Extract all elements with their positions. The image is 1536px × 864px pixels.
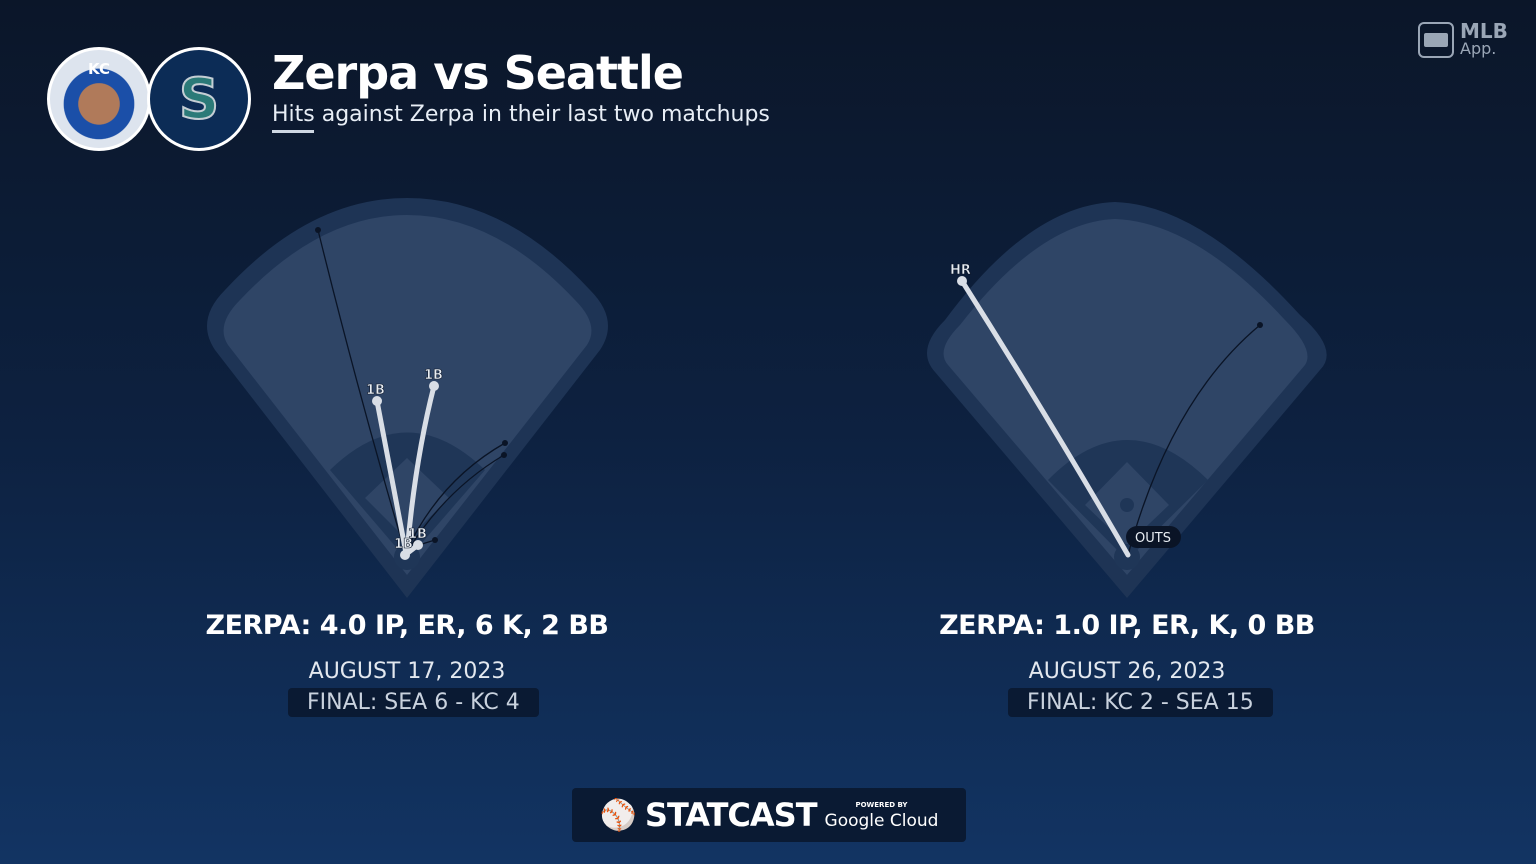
hit-point bbox=[957, 276, 967, 286]
subtitle-underline bbox=[272, 130, 314, 133]
hit-label: 1B bbox=[424, 368, 443, 383]
hit-trajectories bbox=[374, 278, 1131, 558]
field-left bbox=[207, 198, 608, 598]
mlb-text: MLB bbox=[1460, 19, 1508, 43]
final-score-game-2: FINAL: KC 2 - SEA 15 bbox=[1008, 688, 1273, 717]
hit-line bbox=[404, 383, 437, 556]
hit-label: 1B bbox=[366, 383, 385, 398]
statcast-logo: ⚾ STATCAST POWERED BY Google Cloud bbox=[572, 788, 966, 842]
hit-point bbox=[413, 540, 423, 550]
out-line bbox=[1127, 324, 1261, 556]
hit-point bbox=[429, 381, 439, 391]
field-right bbox=[927, 202, 1327, 598]
out-point bbox=[1257, 322, 1263, 328]
mlb-icon bbox=[1418, 22, 1454, 58]
out-point bbox=[315, 227, 321, 233]
hit-label: 1B bbox=[394, 537, 413, 552]
page-title: Zerpa vs Seattle bbox=[272, 46, 684, 100]
mariners-logo: S bbox=[147, 47, 251, 151]
out-points bbox=[315, 227, 1263, 543]
hit-line bbox=[959, 278, 1131, 558]
stat-line-game-2: ZERPA: 1.0 IP, ER, K, 0 BB bbox=[939, 610, 1315, 641]
final-score-game-1: FINAL: SEA 6 - KC 4 bbox=[288, 688, 539, 717]
app-text: App. bbox=[1460, 39, 1497, 58]
google-cloud-text: Google Cloud bbox=[824, 811, 939, 831]
out-line bbox=[406, 442, 506, 551]
date-game-1: AUGUST 17, 2023 bbox=[308, 659, 506, 684]
hit-label: HR bbox=[950, 263, 971, 278]
outs-label: OUTS bbox=[1135, 531, 1171, 546]
out-line bbox=[406, 454, 505, 553]
hit-label: 1B bbox=[408, 527, 427, 542]
mlb-batter-icon: ⚾ bbox=[599, 797, 637, 833]
hit-line bbox=[374, 398, 409, 556]
powered-by-text: POWERED BY bbox=[855, 801, 908, 809]
stat-line-game-1: ZERPA: 4.0 IP, ER, 6 K, 2 BB bbox=[205, 610, 609, 641]
statcast-text: STATCAST bbox=[644, 796, 818, 834]
mariners-logo-letter: S bbox=[178, 66, 220, 133]
page-subtitle: Hits against Zerpa in their last two mat… bbox=[272, 102, 770, 127]
kc-logo: KC bbox=[88, 60, 110, 78]
pitcher-avatar: KC bbox=[47, 47, 151, 151]
hit-point bbox=[400, 550, 410, 560]
date-game-2: AUGUST 26, 2023 bbox=[1028, 659, 1226, 684]
hit-points bbox=[372, 276, 967, 560]
out-point bbox=[502, 440, 508, 446]
out-line bbox=[317, 229, 406, 553]
out-point bbox=[501, 452, 507, 458]
hit-point bbox=[372, 396, 382, 406]
out-point bbox=[432, 537, 438, 543]
mlb-app-logo: MLB App. bbox=[1418, 19, 1508, 58]
out-trajectories bbox=[317, 229, 1261, 556]
